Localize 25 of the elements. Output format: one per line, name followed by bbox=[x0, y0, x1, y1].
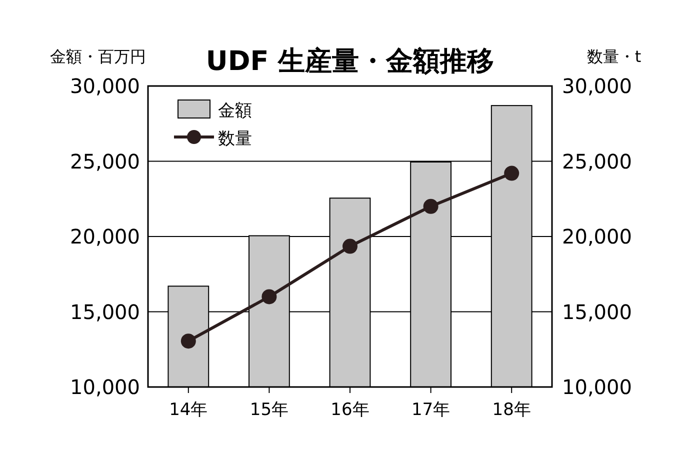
y2-tick-label: 15,000 bbox=[562, 300, 632, 324]
y2-tick-label: 10,000 bbox=[562, 375, 632, 399]
y2-tick-label: 25,000 bbox=[562, 149, 632, 174]
y-tick-label: 30,000 bbox=[70, 74, 140, 98]
point bbox=[180, 334, 196, 349]
point bbox=[262, 289, 277, 304]
point bbox=[504, 166, 520, 181]
x-tick-label: 15年 bbox=[250, 400, 289, 420]
y-tick-label: 15,000 bbox=[70, 300, 140, 324]
y2-tick-label: 20,000 bbox=[562, 224, 632, 248]
y-tick-label: 20,000 bbox=[70, 224, 140, 248]
legend-label: 金額 bbox=[218, 101, 252, 121]
x-tick-label: 16年 bbox=[330, 400, 370, 420]
y-tick-label: 25,000 bbox=[70, 149, 140, 174]
point bbox=[423, 198, 438, 214]
legend-label: 数量 bbox=[218, 129, 252, 149]
y-axis-title: 金額・百万円 bbox=[50, 47, 146, 66]
y-tick-label: 10,000 bbox=[70, 375, 140, 399]
y2-axis-title: 数量・t bbox=[586, 47, 642, 66]
x-tick-label: 14年 bbox=[169, 400, 208, 420]
point bbox=[342, 238, 358, 254]
y2-tick-label: 30,000 bbox=[562, 74, 632, 98]
chart-title: UDF 生産量・金額推移 bbox=[206, 46, 494, 77]
x-tick-label: 18年 bbox=[492, 400, 531, 420]
x-tick-label: 17年 bbox=[411, 400, 450, 420]
